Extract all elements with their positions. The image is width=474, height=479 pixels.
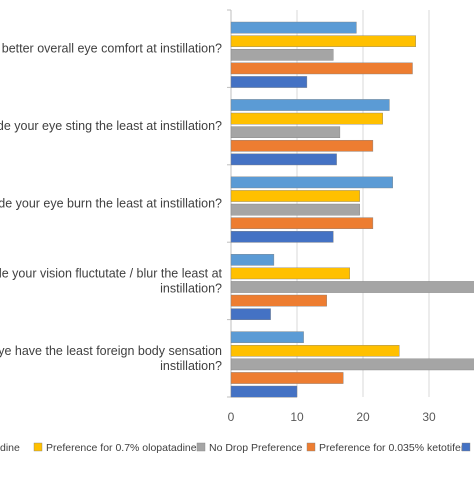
category-label: instillation? bbox=[160, 281, 222, 295]
x-tick-label: 30 bbox=[422, 410, 436, 424]
bar bbox=[230, 267, 351, 280]
legend-swatch bbox=[461, 442, 471, 452]
x-tick-label: 10 bbox=[290, 410, 304, 424]
legend-label: Preference for 0.7% olopatadine bbox=[46, 442, 197, 454]
legend-label: dine bbox=[0, 442, 20, 454]
bar bbox=[230, 294, 327, 307]
category-label: made your vision fluctutate / blur the l… bbox=[0, 266, 223, 280]
bar bbox=[230, 21, 357, 34]
bar bbox=[230, 139, 374, 152]
bar bbox=[230, 76, 308, 88]
bar bbox=[230, 230, 334, 243]
category-label: made your eye sting the least at instill… bbox=[0, 119, 222, 133]
bar bbox=[230, 217, 374, 230]
bar bbox=[230, 203, 360, 216]
bar bbox=[230, 62, 413, 75]
x-tick-label: 0 bbox=[228, 410, 235, 424]
bar bbox=[230, 126, 341, 138]
value-axis: 0 10 20 30 bbox=[228, 410, 436, 424]
bar bbox=[230, 308, 271, 321]
bar bbox=[230, 372, 344, 384]
legend-swatch bbox=[306, 442, 316, 452]
legend-label: Preference for 0.035% ketotifen bbox=[319, 442, 467, 454]
bar bbox=[230, 281, 474, 293]
legend: dine Preference for 0.7% olopatadine No Dr… bbox=[0, 442, 471, 454]
bar bbox=[230, 253, 275, 266]
bar bbox=[230, 190, 360, 202]
category-label: made your eye burn the least at instilla… bbox=[0, 197, 222, 211]
bar bbox=[230, 153, 337, 166]
bars bbox=[230, 21, 474, 398]
bar bbox=[230, 385, 298, 398]
legend-label: No Drop Preference bbox=[209, 442, 303, 454]
bar bbox=[230, 99, 390, 111]
category-label: ur eye have the least foreign body sensa… bbox=[0, 344, 222, 358]
bar bbox=[230, 345, 400, 357]
bar bbox=[230, 112, 384, 125]
bar bbox=[230, 176, 393, 189]
legend-swatch bbox=[196, 442, 206, 452]
category-label: instillation? bbox=[160, 359, 222, 373]
category-label: ed better overall eye comfort at instill… bbox=[0, 42, 222, 56]
bar bbox=[230, 49, 334, 61]
bar bbox=[230, 331, 304, 344]
bar bbox=[230, 358, 474, 371]
legend-swatch bbox=[33, 442, 43, 452]
category-labels: ed better overall eye comfort at instill… bbox=[0, 42, 223, 373]
bar bbox=[230, 35, 417, 47]
x-tick-label: 20 bbox=[356, 410, 370, 424]
